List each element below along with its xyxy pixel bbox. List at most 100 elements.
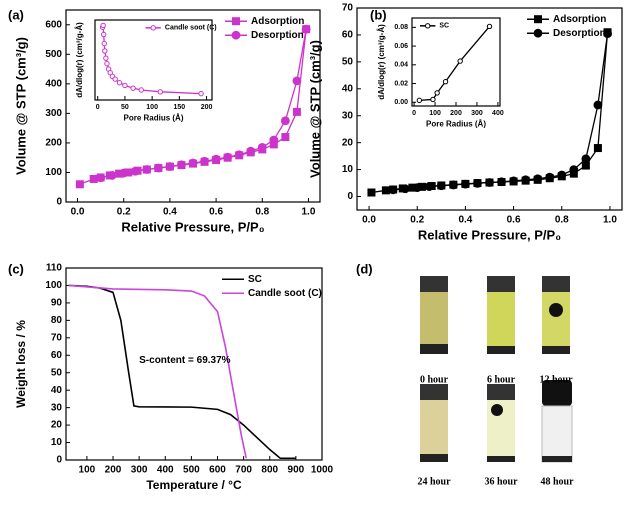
x-tick-label: 600: [209, 465, 226, 476]
marker: [130, 85, 136, 91]
marker: [400, 184, 410, 194]
x-tick-label: 0.6: [209, 207, 223, 218]
marker: [96, 173, 106, 183]
marker: [119, 168, 129, 178]
legend-label: Adsorption: [553, 14, 606, 25]
y-tick-label: 110: [46, 263, 63, 274]
marker: [581, 154, 591, 164]
x-axis-label: Pore Radius (Å): [123, 113, 183, 122]
photo-label: 6 hour: [487, 374, 516, 385]
marker: [533, 28, 543, 38]
x-tick-label: 300: [471, 110, 483, 117]
legend-label: Desorption: [251, 30, 304, 41]
marker: [102, 48, 108, 54]
panel-label: (c): [8, 261, 24, 276]
photo-panel: [420, 276, 573, 463]
y-tick-label: 60: [342, 30, 354, 41]
photo-label: 0 hour: [420, 374, 449, 385]
y-tick-label: 50: [342, 57, 354, 68]
marker: [416, 97, 423, 104]
x-tick-label: 100: [429, 110, 441, 117]
marker: [301, 24, 311, 34]
vial: [420, 384, 448, 462]
x-tick-label: 0.2: [117, 207, 131, 218]
marker: [593, 100, 603, 110]
y-tick-label: 0: [56, 455, 62, 466]
marker: [153, 163, 163, 173]
marker: [534, 15, 542, 24]
marker: [434, 90, 440, 96]
marker: [198, 90, 204, 97]
x-tick-label: 700: [235, 465, 252, 476]
panel-label: (b): [370, 7, 387, 22]
panel-label: (d): [356, 261, 373, 276]
y-axis-label: Weight loss / %: [14, 320, 28, 408]
y-tick-label: 10: [342, 164, 354, 175]
marker: [101, 31, 107, 38]
photo-label: 12 hour: [539, 374, 573, 385]
x-tick-label: 50: [121, 104, 129, 111]
marker: [412, 183, 422, 193]
y-tick-label: 0.08: [394, 24, 408, 31]
x-tick-label: 1.0: [302, 207, 316, 218]
marker: [200, 156, 209, 166]
y-tick-label: 70: [342, 3, 354, 14]
plot-frame: [94, 19, 213, 101]
y-tick-label: 90: [51, 298, 63, 309]
y-tick-label: 500: [45, 49, 62, 60]
marker: [281, 133, 290, 142]
vial: [487, 384, 515, 462]
x-tick-label: 0.8: [255, 207, 269, 218]
vial: [487, 276, 515, 354]
marker: [388, 185, 398, 195]
x-tick-label: 0.0: [71, 207, 85, 218]
photo-label: 24 hour: [417, 476, 451, 487]
y-tick-label: 30: [342, 110, 354, 121]
legend-label: Adsorption: [251, 16, 304, 27]
x-axis-label: Pore Radius (Å): [426, 119, 486, 128]
y-tick-label: 100: [45, 280, 62, 291]
x-tick-label: 200: [201, 104, 213, 111]
x-tick-label: 400: [157, 465, 174, 476]
x-tick-label: 0.0: [362, 215, 376, 226]
y-tick-label: 30: [51, 402, 63, 413]
marker: [232, 17, 240, 26]
x-tick-label: 0.4: [163, 207, 177, 218]
marker: [257, 142, 267, 152]
marker: [269, 140, 278, 149]
marker: [150, 25, 156, 31]
marker: [436, 181, 446, 191]
marker: [107, 171, 117, 180]
marker: [485, 178, 494, 187]
y-tick-label: 20: [342, 137, 354, 148]
x-tick-label: 0.8: [555, 215, 569, 226]
marker: [100, 22, 106, 29]
marker: [557, 170, 567, 180]
marker: [292, 76, 302, 86]
marker: [269, 135, 279, 145]
marker: [569, 165, 579, 175]
x-tick-label: 200: [450, 110, 462, 117]
y-tick-label: 0: [56, 197, 62, 208]
photo-label: 48 hour: [540, 476, 574, 487]
marker: [223, 152, 233, 162]
y-tick-label: 400: [45, 78, 62, 89]
marker: [75, 180, 84, 189]
y-tick-label: 600: [45, 19, 62, 30]
y-tick-label: 10: [51, 437, 63, 448]
x-tick-label: 100: [79, 465, 96, 476]
y-tick-label: 60: [51, 350, 63, 361]
y-tick-label: 80: [51, 315, 63, 326]
legend-label: SC: [248, 274, 262, 285]
y-axis-label: Volume @ STP (cm³/g): [307, 40, 322, 178]
marker: [165, 162, 175, 171]
marker: [89, 174, 98, 183]
marker: [461, 179, 470, 189]
y-tick-label: 300: [45, 108, 62, 119]
photo-label: 36 hour: [484, 476, 518, 487]
x-tick-label: 200: [105, 465, 122, 476]
marker: [157, 89, 164, 95]
plot-frame: [65, 267, 323, 461]
y-tick-label: 100: [45, 167, 62, 178]
